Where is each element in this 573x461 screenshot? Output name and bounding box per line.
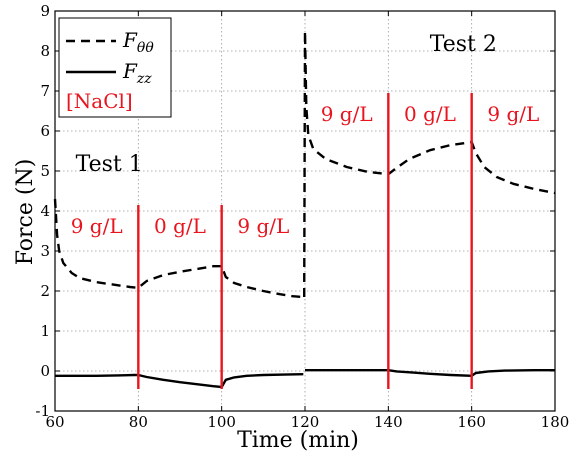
x-tick-label: 160 — [457, 413, 486, 431]
series-line-fzz — [55, 373, 304, 389]
legend-ftt-sub: θθ — [137, 40, 154, 56]
y-tick-label: 3 — [40, 242, 50, 260]
legend: Fθθ Fzz [NaCl] — [58, 17, 172, 118]
concentration-label: 0 g/L — [154, 214, 206, 238]
y-tick-label: 2 — [40, 282, 50, 300]
x-tick-label: 80 — [129, 413, 148, 431]
x-tick-label: 120 — [291, 413, 320, 431]
legend-entry-fzz: Fzz — [122, 59, 152, 87]
y-tick-label: 5 — [40, 162, 50, 180]
concentration-label: 0 g/L — [404, 102, 456, 126]
test-label: Test 1 — [76, 152, 143, 177]
legend-fzz-label: F — [122, 59, 138, 83]
y-axis-label: Force (N) — [13, 159, 38, 266]
y-tick-label: 0 — [40, 362, 50, 380]
y-tick-label: 9 — [40, 2, 50, 20]
series-layer — [53, 29, 556, 389]
x-axis-label: Time (min) — [237, 428, 359, 453]
legend-ftt-label: F — [122, 28, 138, 52]
legend-nacl: [NaCl] — [66, 89, 133, 113]
y-tick-label: 8 — [40, 42, 50, 60]
legend-entry-ftt: Fθθ — [122, 28, 154, 56]
y-tick-label: -1 — [35, 402, 50, 420]
plot-frame — [54, 10, 556, 412]
y-tick-label: 1 — [40, 322, 50, 340]
vline-layer — [137, 93, 473, 389]
series-line-fzz — [305, 369, 555, 377]
annotation-layer: Test 1 Test 2 9 g/L 0 g/L 9 g/L 9 g/L 0 g/L 9 g… — [71, 32, 540, 238]
series-line-ftt — [303, 29, 556, 298]
concentration-label: 9 g/L — [71, 214, 123, 238]
x-tick-label: 140 — [374, 413, 403, 431]
y-tick-label: 6 — [40, 122, 50, 140]
concentration-label: 9 g/L — [237, 214, 289, 238]
tick-layer: 60 80 100 120 140 160 180 -1 0 1 2 3 4 5 6 7 8 9 — [35, 2, 569, 431]
legend-box — [58, 17, 172, 118]
series-line-ftt — [53, 198, 304, 299]
y-tick-label: 4 — [40, 202, 50, 220]
y-tick-label: 7 — [40, 82, 50, 100]
legend-fzz-sub: zz — [136, 71, 152, 87]
concentration-label: 9 g/L — [487, 102, 539, 126]
concentration-label: 9 g/L — [321, 102, 373, 126]
x-tick-label: 180 — [541, 413, 570, 431]
x-tick-label: 60 — [45, 413, 64, 431]
test-label: Test 2 — [430, 32, 497, 57]
x-tick-label: 100 — [207, 413, 236, 431]
